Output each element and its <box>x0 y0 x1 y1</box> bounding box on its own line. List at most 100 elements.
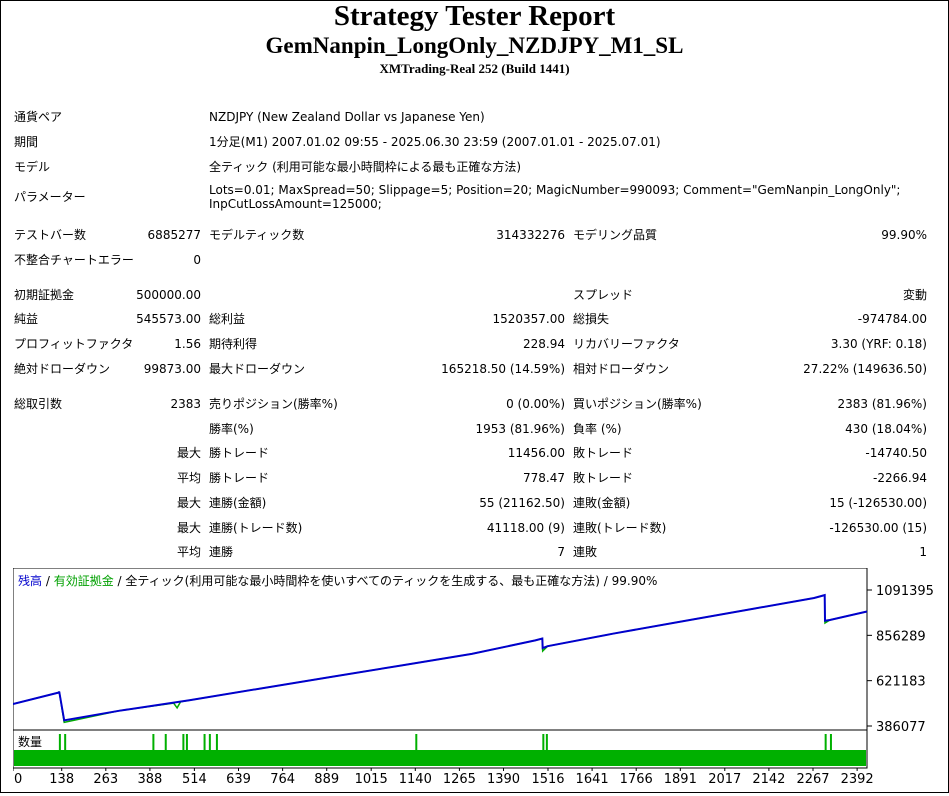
avg-cons-losses-label: 連敗 <box>573 545 598 559</box>
x-tick-label: 1891 <box>664 772 697 787</box>
gross-loss-value: -974784.00 <box>857 312 927 326</box>
max-cons-profit-label: 連勝(トレード数) <box>209 521 303 535</box>
strategy-name: GemNanpin_LongOnly_NZDJPY_M1_SL <box>265 33 684 58</box>
max-drawdown-value: 165218.50 (14.59%) <box>441 362 565 376</box>
largest-loss-label: 敗トレード <box>573 446 634 460</box>
spread-value: 変動 <box>902 288 927 302</box>
params-label: パラメーター <box>14 190 86 204</box>
bars-value: 6885277 <box>147 228 201 242</box>
volume-spike <box>824 734 827 750</box>
symbol-label: 通貨ペア <box>14 110 63 124</box>
legend-equity: 有効証拠金 <box>54 573 114 588</box>
x-tick-label: 1015 <box>355 772 388 787</box>
x-tick-label: 889 <box>314 772 339 787</box>
volume-spike <box>208 734 211 750</box>
avg-loss-value: -2266.94 <box>873 471 927 485</box>
loss-rate-label: 負率 (%) <box>573 422 622 436</box>
x-tick-label: 639 <box>226 772 251 787</box>
largest-win-value: 11456.00 <box>507 446 565 460</box>
volume-spike <box>542 734 545 750</box>
legend-sep: / <box>42 574 54 588</box>
expected-payoff-value: 228.94 <box>523 337 565 351</box>
params-line-1: Lots=0.01; MaxSpread=50; Slippage=5; Pos… <box>209 183 901 197</box>
volume-spike <box>182 734 185 750</box>
volume-spike <box>164 734 167 750</box>
largest-loss-value: -14740.50 <box>865 446 927 460</box>
volume-spike <box>203 734 206 750</box>
balance-chart: 残高 / 有効証拠金 / 全ティック(利用可能な最小時間枠を使いすべてのティック… <box>12 567 937 792</box>
net-profit-label: 純益 <box>14 312 39 326</box>
win-rate-label: 勝率(%) <box>209 422 254 436</box>
volume-spike <box>64 734 67 750</box>
volume-label: 数量 <box>18 734 42 749</box>
volume-spike <box>829 734 832 750</box>
legend-sep: / <box>114 574 126 588</box>
deposit-label: 初期証拠金 <box>14 288 75 302</box>
symbol-value: NZDJPY (New Zealand Dollar vs Japanese Y… <box>209 110 485 124</box>
total-trades-label: 総取引数 <box>14 397 63 411</box>
x-axis: 0 138 263 388 514 639 764 889 1015 1140 1265 1390 15… <box>12 768 874 787</box>
avg-cons-wins-value: 7 <box>557 545 565 559</box>
server-info: XMTrading-Real 252 (Build 1441) <box>379 61 570 76</box>
max-prefix: 最大 <box>176 446 201 460</box>
x-tick-label: 2392 <box>841 772 874 787</box>
volume-spike <box>215 734 218 750</box>
x-tick-label: 764 <box>270 772 295 787</box>
max-cons-loss-value: -126530.00 (15) <box>829 521 927 535</box>
x-tick-label: 0 <box>14 772 22 787</box>
rel-drawdown-value: 27.22% (149636.50) <box>803 362 927 376</box>
x-tick-label: 2017 <box>708 772 741 787</box>
short-positions-label: 売りポジション(勝率%) <box>209 397 338 411</box>
gross-loss-label: 総損失 <box>573 312 610 326</box>
y-axis: 1091395 856289 621183 386077 <box>867 584 934 735</box>
volume-spike <box>415 734 418 750</box>
total-trades-value: 2383 <box>170 397 201 411</box>
abs-drawdown-value: 99873.00 <box>143 362 201 376</box>
x-tick-label: 514 <box>182 772 207 787</box>
x-tick-label: 1390 <box>487 772 520 787</box>
volume-bars <box>14 750 866 766</box>
bars-label: テストバー数 <box>14 228 87 242</box>
x-tick-label: 1265 <box>443 772 476 787</box>
ticks-label: モデルティック数 <box>209 228 305 242</box>
largest-win-label: 勝トレード <box>209 446 270 460</box>
y-tick-label: 386077 <box>876 720 926 735</box>
x-tick-label: 2142 <box>752 772 785 787</box>
x-tick-label: 263 <box>93 772 118 787</box>
max-cons-profit-value: 41118.00 (9) <box>486 521 565 535</box>
gross-profit-label: 総利益 <box>209 312 246 326</box>
long-positions-label: 買いポジション(勝率%) <box>573 397 702 411</box>
x-tick-label: 388 <box>138 772 163 787</box>
volume-spike <box>185 734 188 750</box>
max-cons-wins-amount-label: 連勝(金額) <box>209 496 267 510</box>
chart-legend: 残高 / 有効証拠金 / 全ティック(利用可能な最小時間枠を使いすべてのティック… <box>18 573 657 588</box>
volume-spike <box>152 734 155 750</box>
profit-factor-value: 1.56 <box>174 337 201 351</box>
legend-balance: 残高 <box>18 573 42 588</box>
series-lines <box>12 593 868 724</box>
expected-payoff-label: 期待利得 <box>209 337 258 351</box>
deposit-value: 500000.00 <box>136 288 201 302</box>
balance-line <box>12 593 868 722</box>
y-tick-label: 856289 <box>876 629 926 644</box>
legend-model: 全ティック(利用可能な最小時間枠を使いすべてのティックを生成する、最も正確な方法… <box>125 573 657 588</box>
max-drawdown-label: 最大ドローダウン <box>209 362 306 376</box>
abs-drawdown-label: 絶対ドローダウン <box>14 362 111 376</box>
max-cons-wins-amount-value: 55 (21162.50) <box>479 496 565 510</box>
period-label: 期間 <box>14 135 39 149</box>
avg-win-value: 778.47 <box>523 471 565 485</box>
mismatch-value: 0 <box>193 253 201 267</box>
max-cons-losses-amount-label: 連敗(金額) <box>573 496 631 510</box>
mismatch-label: 不整合チャートエラー <box>14 253 134 267</box>
volume-spike <box>58 734 61 750</box>
net-profit-value: 545573.00 <box>136 312 201 326</box>
x-tick-label: 2267 <box>796 772 829 787</box>
report-title: Strategy Tester Report <box>333 0 616 32</box>
y-tick-label: 621183 <box>876 675 926 690</box>
avg-cons-losses-value: 1 <box>919 545 927 559</box>
recovery-factor-label: リカバリーファクタ <box>573 337 680 351</box>
quality-label: モデリング品質 <box>573 228 658 242</box>
avg-cons-wins-label: 連勝 <box>209 545 234 559</box>
profit-factor-label: プロフィットファクタ <box>14 337 134 351</box>
x-tick-label: 1766 <box>620 772 653 787</box>
